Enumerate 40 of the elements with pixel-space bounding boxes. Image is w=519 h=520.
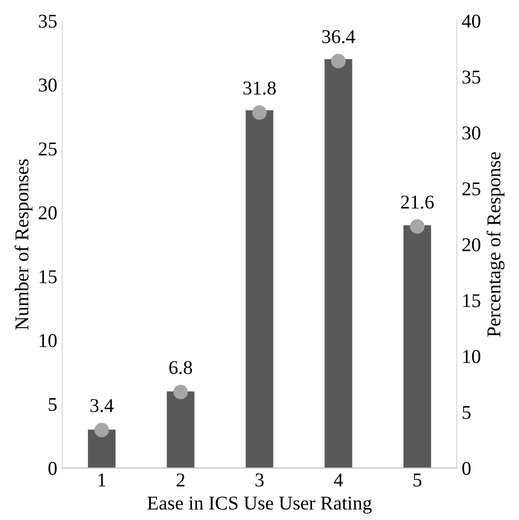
data-label: 3.4 bbox=[90, 399, 114, 412]
point bbox=[331, 54, 346, 68]
y-tick-label: 15 bbox=[40, 270, 57, 284]
y-tick-label: 0 bbox=[48, 462, 57, 475]
data-label: 31.8 bbox=[243, 82, 276, 95]
y2-tick-label: 25 bbox=[462, 182, 480, 196]
data-label: 6.8 bbox=[169, 361, 192, 374]
y-tick-label: 35 bbox=[38, 14, 57, 28]
y2-tick-label: 5 bbox=[462, 406, 471, 420]
bar bbox=[246, 110, 274, 468]
bar bbox=[403, 225, 432, 468]
x-tick-label: 2 bbox=[176, 473, 184, 486]
point bbox=[94, 422, 110, 438]
point bbox=[410, 219, 425, 234]
data-label: 21.6 bbox=[401, 196, 434, 209]
x-tick-label: 1 bbox=[98, 474, 106, 486]
y2-axis-title: Percentage of Response bbox=[486, 152, 504, 337]
x-axis-title: Ease in ICS Use User Rating bbox=[147, 496, 372, 514]
y2-tick-label: 15 bbox=[463, 294, 480, 308]
x-tick-label: 4 bbox=[334, 474, 343, 486]
bar bbox=[88, 430, 116, 468]
x-tick-label: 5 bbox=[414, 474, 422, 487]
y2-tick-label: 20 bbox=[462, 238, 480, 252]
x-tick-label: 3 bbox=[256, 473, 264, 487]
y-tick-label: 10 bbox=[40, 334, 57, 348]
y2-tick-label: 10 bbox=[463, 350, 480, 364]
point bbox=[252, 105, 267, 120]
y2-tick-label: 40 bbox=[462, 14, 480, 28]
y-tick-label: 30 bbox=[38, 78, 57, 92]
bar bbox=[166, 391, 194, 468]
y-tick-label: 5 bbox=[48, 398, 57, 412]
data-label: 36.4 bbox=[322, 30, 356, 44]
y-axis-title: Number of Responses bbox=[14, 159, 32, 330]
y2-tick-label: 30 bbox=[462, 126, 480, 140]
y2-tick-label: 0 bbox=[462, 462, 471, 475]
y2-tick-label: 35 bbox=[462, 70, 480, 84]
bar bbox=[324, 59, 352, 468]
point bbox=[173, 384, 188, 400]
y-tick-label: 20 bbox=[38, 206, 57, 220]
y-tick-label: 25 bbox=[38, 142, 57, 156]
